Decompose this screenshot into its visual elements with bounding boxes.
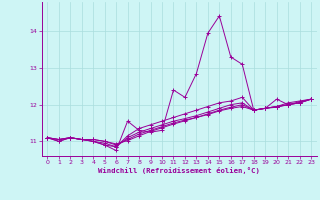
X-axis label: Windchill (Refroidissement éolien,°C): Windchill (Refroidissement éolien,°C)	[98, 167, 260, 174]
